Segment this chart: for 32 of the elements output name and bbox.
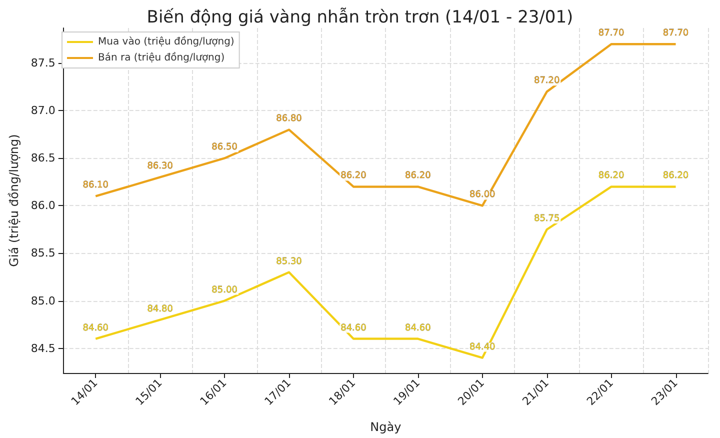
y-tick-label: 86.5: [30, 152, 56, 165]
y-tick-label: 87.0: [30, 104, 56, 118]
data-label: 86.20: [598, 171, 624, 182]
y-tick-label: 87.5: [30, 56, 56, 70]
data-label: 87.70: [662, 28, 689, 39]
data-label: 86.80: [276, 114, 302, 124]
data-label: 86.10: [82, 180, 109, 191]
y-axis-title: Giá (triệu đồng/lượng): [7, 134, 21, 267]
y-tick-label: 84.5: [30, 342, 56, 355]
data-label: 86.20: [405, 171, 432, 182]
y-tick-label: 85.0: [30, 294, 56, 308]
data-label: 84.40: [470, 342, 496, 352]
y-tick-label: 85.5: [30, 246, 56, 260]
data-label: 84.60: [340, 323, 367, 334]
data-label: 86.20: [340, 171, 367, 182]
data-label: 86.20: [662, 171, 689, 182]
data-label: 84.60: [405, 323, 432, 334]
chart-title: Biến động giá vàng nhẫn tròn trơn (14/01 - 23/01): [146, 8, 574, 28]
y-tick-label: 86.0: [30, 199, 56, 212]
data-label: 86.50: [212, 142, 238, 153]
legend-label: Mua vào (triệu đồng/lượng): [98, 36, 234, 48]
data-label: 86.00: [470, 190, 496, 200]
data-label: 84.80: [147, 304, 174, 314]
data-label: 86.30: [147, 162, 174, 172]
data-label: 84.60: [82, 323, 109, 334]
data-label: 87.20: [534, 76, 560, 86]
legend-label: Bán ra (triệu đồng/lượng): [98, 52, 225, 64]
data-label: 85.00: [212, 285, 238, 296]
data-label: 85.30: [276, 256, 302, 267]
data-label: 85.75: [534, 214, 560, 224]
x-axis-title: Ngày: [370, 420, 402, 434]
data-label: 87.70: [598, 28, 624, 39]
